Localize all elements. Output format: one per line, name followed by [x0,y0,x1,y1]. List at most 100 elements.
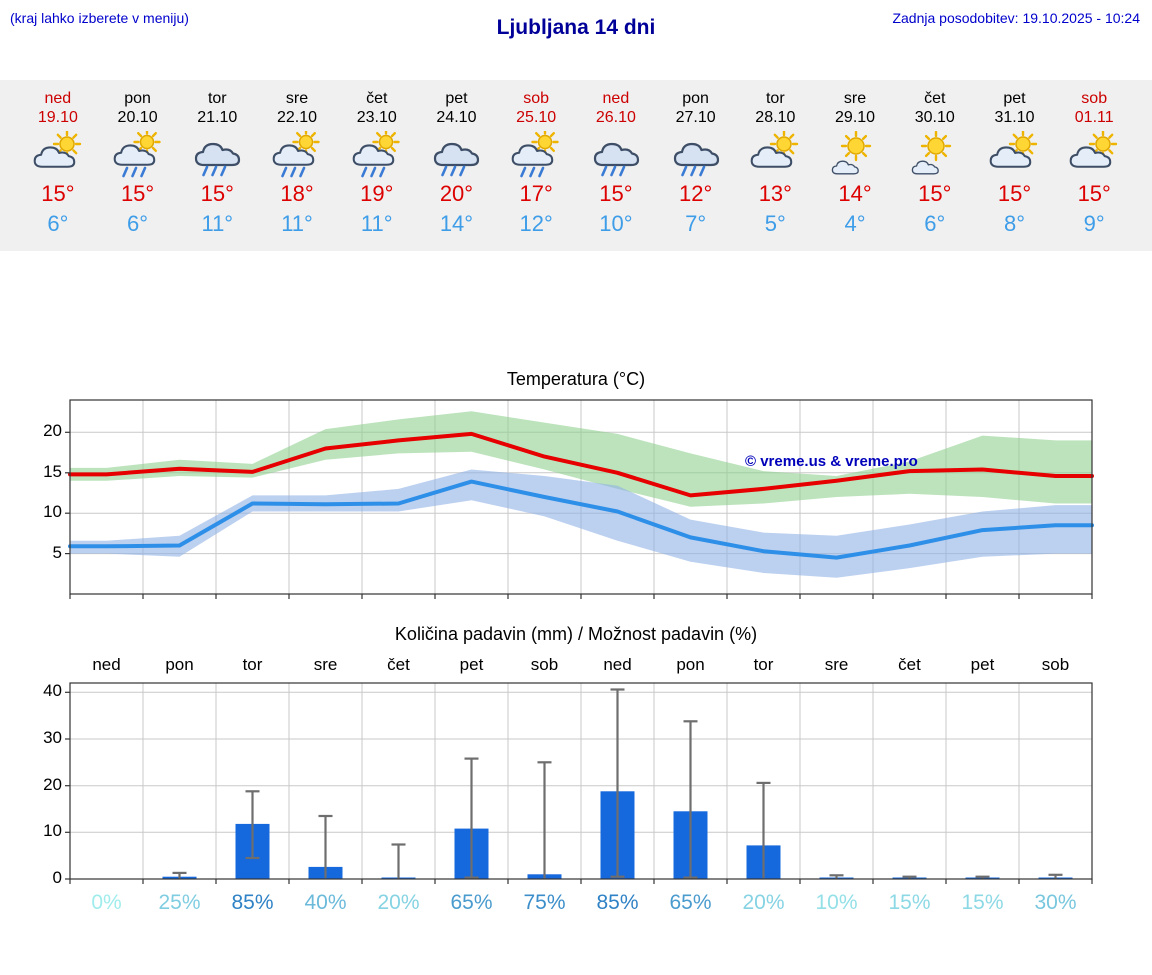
weather-icon-partly-showers [272,128,320,178]
precip-day-labels-row: ned pon tor sre čet pet sob ned pon tor sre čet pet s… [70,655,1092,675]
day-max-temp: 15° [997,181,1032,206]
day-date: 24.10 [436,109,477,126]
precipitation-chart [65,682,1093,884]
day-min-temp: 9° [1083,211,1105,236]
location-menu-hint[interactable]: (kraj lahko izberete v meniju) [10,10,189,26]
day-date: 26.10 [595,109,636,126]
forecast-day-column: pon 20.10 15° 6° [98,90,178,237]
sun-icon [840,130,872,162]
precip-day-label: čet [898,655,921,674]
rain-icon [202,165,227,177]
day-name: sob [1081,90,1108,107]
precipitation-chart-wrap: 0 10 20 30 40 [43,681,1093,887]
forecast-day-column: ned 19.10 15° 6° [18,90,98,237]
min-temp-line [68,479,1094,560]
day-name: pon [124,90,151,107]
forecast-day-column: čet 30.10 15° 6° [895,90,975,237]
day-date: 01.11 [1074,109,1114,126]
day-max-temp: 17° [519,181,553,206]
watermark-link[interactable]: © vreme.us & vreme.pro [745,453,918,470]
day-date: 25.10 [516,109,557,126]
weather-icon-partly [990,129,1038,168]
day-min-temp: 11° [360,211,393,236]
sun-icon [920,130,951,162]
sun-icon [372,128,400,156]
day-min-temp: 6° [127,211,149,236]
forecast-day-column: pet 24.10 20° 14° [417,90,497,237]
weather-icon-sunny-cloud [831,130,872,175]
forecast-strip: ned 19.10 15° 6° pon 20.10 15° 6° tor 21.10 15° 11°… [0,80,1152,251]
precip-probability-label: 15% [961,891,1004,914]
day-max-temp: 14° [838,181,872,206]
day-max-temp: 12° [678,181,713,206]
forecast-day-column: čet 23.10 19° 11° [337,90,417,237]
cloud-icon [272,144,315,166]
temperature-chart-wrap: © vreme.us & vreme.pro 5 10 15 20 [43,399,1094,599]
cloud-icon [990,146,1032,168]
cloud-icon [593,142,639,167]
weather-icon-partly [33,129,82,168]
cloud-icon [113,144,155,166]
day-date: 22.10 [276,109,318,126]
day-date: 19.10 [37,109,78,126]
weather-icon [29,129,87,179]
day-min-temp: 14° [439,211,474,236]
precip-probability-label: 65% [669,891,712,914]
weather-icon-rain [673,142,719,177]
weather-icon [826,130,884,179]
page-title: Ljubljana 14 dni [496,16,656,39]
sun-icon [531,128,559,156]
precip-day-label: sob [530,655,559,674]
rain-icon [121,166,146,178]
day-min-temp: 6° [47,211,69,236]
forecast-day-column: tor 21.10 15° 11° [177,90,257,237]
precip-day-label: sob [1041,655,1070,674]
y-axis-tick-label: 10 [43,502,62,522]
precip-probability-label: 20% [742,891,785,914]
day-name: čet [924,90,946,107]
cloud-icon [673,142,719,167]
cloud-icon [511,144,554,166]
precip-day-label: sre [824,655,849,674]
day-min-temp: 8° [1003,211,1025,236]
precip-probability-row: 0% 25% 85% 40% 20% 65% 75% 85% 65% 20% 10% 15% 15% 30… [70,891,1092,915]
weather-icon-rain [434,142,480,177]
page-header: (kraj lahko izberete v meniju) Ljubljana… [0,0,1152,58]
day-name: sre [285,90,309,107]
day-date: 21.10 [197,109,238,126]
forecast-day-column: sob 25.10 17° 12° [496,90,576,237]
forecast-day-column: sre 29.10 14° 4° [815,90,895,237]
precip-probability-label: 65% [450,891,493,914]
cloud-icon [352,144,394,166]
y-axis-tick-label: 20 [43,774,62,794]
rain-icon [281,166,306,178]
precip-probability-label: 20% [377,891,420,914]
day-max-temp: 15° [200,181,234,206]
cloud-icon [33,146,76,168]
day-date: 30.10 [914,109,955,126]
cloud-icon [911,160,939,175]
rain-icon [680,165,705,177]
cloud-icon [1069,146,1112,168]
weather-icon [985,129,1043,179]
day-name: čet [366,90,388,107]
precip-day-label: ned [603,655,632,674]
day-min-temp: 11° [281,211,313,236]
sun-icon [1089,129,1118,159]
day-date: 27.10 [675,109,716,126]
day-min-temp: 6° [924,211,946,236]
precipitation-chart-title: Količina padavin (mm) / Možnost padavin … [394,624,758,644]
day-name: ned [602,90,630,107]
precip-day-label: tor [242,655,263,674]
day-date: 20.10 [117,109,158,126]
precip-probability-label: 85% [596,891,639,914]
day-name: tor [765,90,785,107]
precip-day-label: pon [676,655,705,674]
weather-icon-partly-showers [511,128,559,178]
weather-icon [746,129,804,179]
rain-icon [601,165,626,177]
weather-icon [667,131,725,179]
forecast-day-column: pon 27.10 12° 7° [656,90,736,237]
precip-day-label: čet [387,655,410,674]
day-name: sre [843,90,867,107]
